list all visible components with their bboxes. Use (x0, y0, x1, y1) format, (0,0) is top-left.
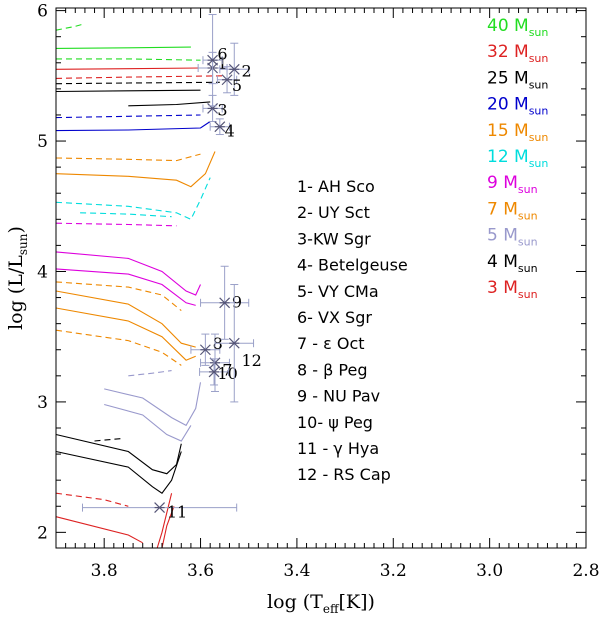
star-list-item: 3-KW Sgr (297, 229, 371, 248)
legend-item-3msun: 3 Msun (487, 278, 538, 301)
track-5msun-21 (104, 382, 202, 427)
x-tick-label: 2.8 (572, 561, 599, 581)
y-tick-label: 2 (37, 523, 48, 543)
star-label-6: 6 (217, 45, 227, 64)
star-list-item: 12 - RS Cap (297, 465, 391, 484)
track-32msun-4 (55, 75, 225, 79)
star-list-item: 7 - ε Oct (297, 334, 365, 353)
track-15msun-11 (55, 153, 201, 162)
star-list-item: 5- VY CMa (297, 282, 379, 301)
track-5msun-23 (104, 403, 192, 442)
track-15msun-10 (55, 151, 216, 188)
track-5msun-22 (128, 370, 172, 377)
track-7msun-20 (55, 329, 182, 366)
star-label-3: 3 (217, 101, 227, 120)
star-label-7: 7 (222, 360, 232, 379)
x-tick-label: 3.8 (91, 561, 118, 581)
track-3msun-29 (156, 493, 173, 549)
track-3msun-30 (161, 506, 175, 549)
legend-item-20msun: 20 Msun (487, 95, 548, 118)
x-axis-title: log (Teff[K]) (267, 591, 375, 616)
track-12msun-12 (55, 177, 211, 221)
x-tick-label: 3.6 (187, 561, 214, 581)
plot-frame (55, 7, 587, 549)
x-tick-label: 3.4 (283, 561, 310, 581)
legend-item-15msun: 15 Msun (487, 121, 548, 144)
star-4: 4 (209, 118, 235, 141)
observed-stars: 123456789101112 (82, 14, 262, 521)
track-9msun-15 (55, 268, 196, 306)
star-9: 9 (200, 265, 250, 340)
star-label-12: 12 (242, 351, 262, 370)
track-4msun-25 (94, 437, 124, 442)
star-label-5: 5 (232, 76, 242, 95)
star-11: 11 (82, 502, 238, 521)
evolutionary-tracks (55, 23, 225, 549)
track-7msun-17 (55, 290, 196, 348)
legend-item-12msun: 12 Msun (487, 147, 548, 170)
track-32msun-3 (55, 67, 201, 70)
track-40msun-2 (56, 58, 201, 61)
star-list-item: 4- Betelgeuse (297, 256, 408, 275)
star-5: 5 (216, 66, 242, 95)
legend-item-40msun: 40 Msun (487, 16, 548, 39)
star-list-item: 1- AH Sco (297, 177, 375, 196)
star-label-11: 11 (167, 502, 187, 521)
star-list-item: 9 - NU Pav (297, 387, 380, 406)
track-4msun-24 (55, 450, 182, 494)
track-25msun-6 (55, 81, 220, 85)
track-40msun-0 (55, 46, 191, 49)
legend-item-5msun: 5 Msun (487, 226, 538, 249)
track-9msun-16 (55, 222, 177, 227)
track-4msun-26 (55, 433, 182, 475)
track-20msun-8 (55, 121, 211, 132)
star-6: 6 (202, 14, 228, 107)
track-25msun-7 (128, 101, 211, 107)
star-list-item: 10- ψ Peg (297, 413, 373, 432)
star-label-10: 10 (217, 364, 237, 383)
mass-legend: 40 Msun 32 Msun 25 Msun 20 Msun 15 Msun 12 Ms… (487, 16, 548, 301)
track-3msun-28 (55, 492, 129, 507)
star-2: 2 (219, 42, 252, 96)
track-20msun-9 (55, 114, 201, 119)
star-label-2: 2 (242, 62, 252, 81)
star-10: 10 (199, 358, 238, 386)
legend-item-25msun: 25 Msun (487, 68, 548, 91)
legend-item-9msun: 9 Msun (487, 173, 538, 196)
track-7msun-18 (55, 307, 196, 361)
legend-item-4msun: 4 Msun (487, 252, 538, 275)
star-label-4: 4 (225, 122, 235, 141)
star-label-9: 9 (232, 292, 242, 311)
star-12: 12 (214, 284, 262, 403)
x-tick-label: 3.0 (476, 561, 503, 581)
track-9msun-14 (55, 251, 202, 296)
track-25msun-5 (55, 89, 201, 93)
legend-item-7msun: 7 Msun (487, 199, 538, 222)
x-tick-label: 3.2 (380, 561, 407, 581)
y-tick-label: 4 (37, 262, 48, 282)
legend-item-32msun: 32 Msun (487, 42, 548, 65)
track-3msun-27 (55, 516, 143, 544)
star-list-item: 8 - β Peg (297, 360, 368, 379)
y-tick-label: 5 (37, 132, 48, 152)
star-list-item: 6- VX Sgr (297, 308, 372, 327)
y-tick-label: 6 (37, 2, 48, 22)
star-list-item: 2- UY Sct (297, 203, 370, 222)
star-list-item: 11 - γ Hya (297, 439, 379, 458)
y-tick-label: 3 (37, 393, 48, 413)
y-axis-title: log (L/Lsun) (5, 226, 30, 330)
star-name-list: 1- AH Sco 2- UY Sct 3-KW Sgr 4- Betelgeuse 5… (297, 177, 408, 484)
